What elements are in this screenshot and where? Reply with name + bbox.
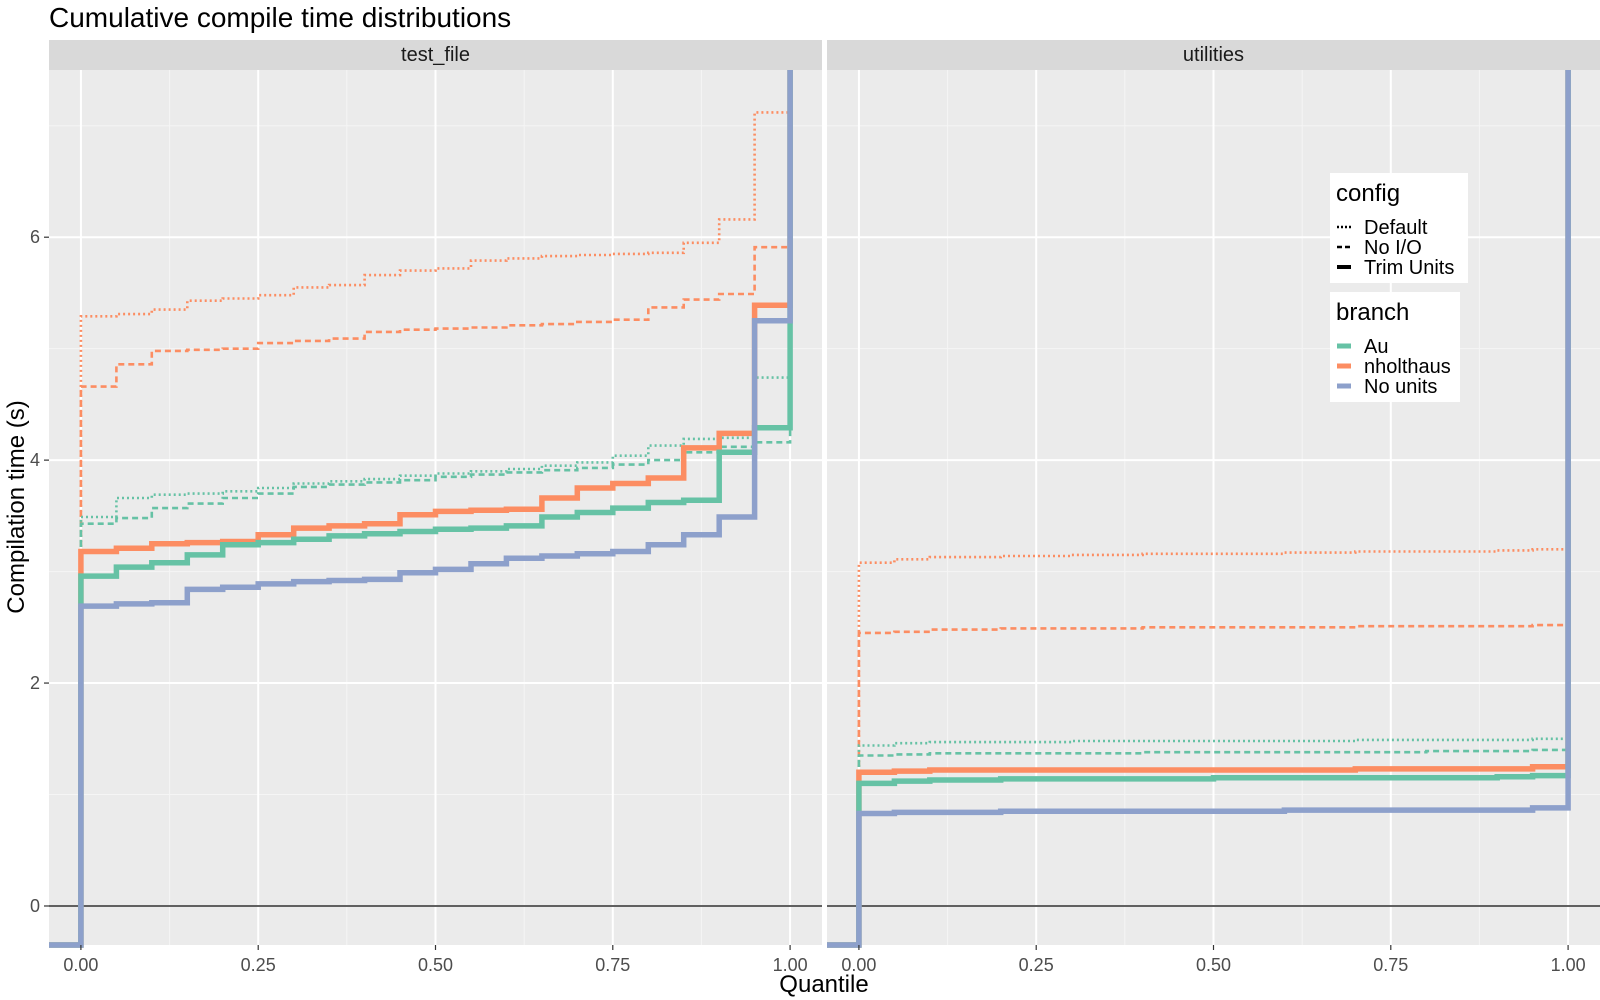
y-tick-label: 6 <box>30 227 40 247</box>
legend-label-nholthaus: nholthaus <box>1364 356 1451 378</box>
strip-background <box>827 40 1600 70</box>
y-axis-title: Compilation time (s) <box>3 400 30 613</box>
x-tick-label: 0.25 <box>241 955 276 975</box>
strip-label-test-file: test_file <box>401 44 470 66</box>
y-axis: 0 2 4 6 <box>30 227 49 916</box>
panel-test-file: test_file 0.00 0.25 0.50 0.75 1.00 <box>49 40 822 975</box>
y-tick-label: 2 <box>30 673 40 693</box>
legend-background <box>1330 173 1468 283</box>
x-tick-label: 0.25 <box>1019 955 1054 975</box>
legend-title-config: config <box>1336 180 1400 207</box>
legend-label-trim-units: Trim Units <box>1364 257 1454 279</box>
series-line-nholthaus-trim-units <box>827 70 1571 948</box>
series-line-no-units-trim-units <box>49 70 793 948</box>
y-tick-label: 4 <box>30 450 40 470</box>
series-line-au-default <box>827 70 1570 947</box>
series-line-no-units-trim-units <box>827 70 1571 948</box>
x-tick-label: 0.50 <box>418 955 453 975</box>
legend-label-default: Default <box>1364 217 1428 239</box>
x-tick-label: 0.75 <box>1373 955 1408 975</box>
series-line-nholthaus-no-i-o <box>827 70 1570 947</box>
x-tick-label: 0.00 <box>841 955 876 975</box>
series-line-nholthaus-default <box>49 70 792 947</box>
chart-title: Cumulative compile time distributions <box>49 2 511 33</box>
legend-background <box>1330 292 1460 402</box>
series-line-nholthaus-default <box>827 70 1570 947</box>
x-tick-label: 1.00 <box>1551 955 1586 975</box>
panel-utilities: utilities 0.00 0.25 0.50 0.75 1.00 <box>827 40 1600 975</box>
y-tick-label: 0 <box>30 896 40 916</box>
series-line-au-trim-units <box>827 70 1571 948</box>
strip-background <box>49 40 822 70</box>
strip-label-utilities: utilities <box>1183 44 1244 66</box>
series-line-nholthaus-no-i-o <box>49 70 792 947</box>
legend-title-branch: branch <box>1336 299 1409 326</box>
series-line-nholthaus-trim-units <box>49 70 793 948</box>
x-tick-label: 0.00 <box>63 955 98 975</box>
series-lines <box>49 70 793 948</box>
x-axis-title: Quantile <box>779 971 868 998</box>
x-tick-label: 0.50 <box>1196 955 1231 975</box>
series-lines <box>827 70 1571 948</box>
x-tick-label: 1.00 <box>773 955 808 975</box>
legend-label-no-i-o: No I/O <box>1364 237 1422 259</box>
x-tick-label: 0.75 <box>595 955 630 975</box>
x-axis-ticks: 0.00 0.25 0.50 0.75 1.00 <box>841 945 1586 975</box>
x-axis-ticks: 0.00 0.25 0.50 0.75 1.00 <box>63 945 808 975</box>
legend-label-au: Au <box>1364 336 1388 358</box>
legend-label-no-units: No units <box>1364 376 1437 398</box>
series-line-au-no-i-o <box>49 70 792 947</box>
series-line-au-trim-units <box>49 70 793 948</box>
